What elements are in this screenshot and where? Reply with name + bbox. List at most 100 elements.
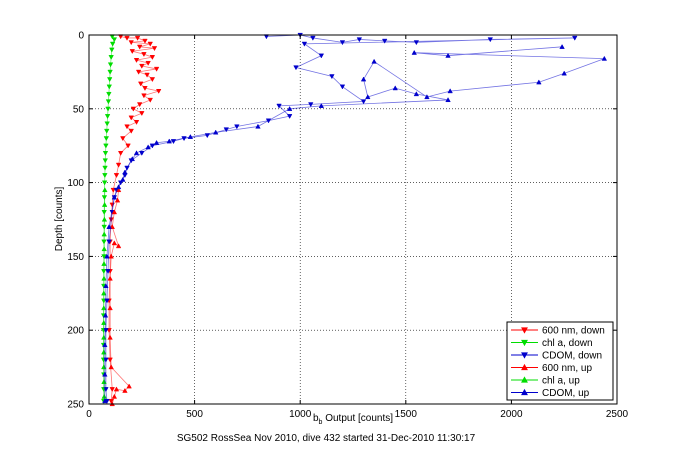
legend-marker — [521, 352, 528, 359]
figure-caption: SG502 RossSea Nov 2010, dive 432 started… — [177, 433, 476, 444]
data-point — [102, 173, 108, 179]
data-point — [130, 106, 137, 112]
series-3 — [107, 187, 132, 407]
series-line — [109, 189, 130, 405]
data-point — [101, 201, 108, 207]
data-point — [115, 162, 122, 168]
data-point — [138, 81, 144, 87]
data-point — [111, 209, 118, 215]
data-point — [139, 63, 145, 69]
series-0 — [106, 34, 162, 404]
x-tick-label: 500 — [186, 409, 203, 420]
legend-marker — [521, 327, 528, 334]
data-point — [115, 243, 122, 249]
data-point — [255, 123, 261, 129]
data-point — [424, 94, 430, 100]
data-point — [107, 334, 113, 340]
data-point — [103, 143, 109, 149]
data-point — [135, 69, 142, 75]
data-point — [108, 55, 114, 60]
x-tick-label: 2000 — [500, 409, 523, 420]
data-point — [104, 128, 110, 134]
data-point — [212, 129, 219, 135]
series-5 — [102, 43, 608, 404]
data-point — [155, 88, 162, 94]
data-point — [286, 114, 293, 119]
legend-marker — [521, 388, 528, 396]
axes-frame — [88, 34, 618, 405]
data-point — [147, 41, 153, 47]
data-point — [122, 169, 128, 175]
x-axis-label: bb Output [counts] — [313, 413, 393, 426]
data-point — [101, 290, 107, 296]
y-tick-label: 200 — [67, 326, 84, 337]
data-point — [106, 91, 112, 97]
data-point — [133, 150, 140, 156]
y-tick-label: 100 — [67, 178, 84, 189]
data-point — [147, 97, 153, 103]
data-point — [101, 305, 107, 311]
data-point — [187, 134, 194, 139]
data-point — [111, 240, 118, 246]
data-point — [413, 40, 420, 46]
data-point — [141, 93, 147, 99]
data-point — [447, 88, 453, 94]
data-point — [151, 46, 158, 52]
data-point — [104, 253, 110, 259]
data-point — [117, 150, 124, 156]
data-point — [318, 53, 325, 59]
data-point — [101, 275, 107, 281]
legend-entry: 600 nm, up — [542, 363, 592, 374]
data-point — [126, 383, 132, 389]
data-point — [371, 58, 377, 64]
data-point — [381, 38, 388, 44]
data-point — [356, 37, 363, 43]
data-point — [128, 128, 134, 134]
data-point — [107, 62, 114, 68]
data-point — [144, 72, 150, 78]
series-line — [105, 34, 575, 402]
x-tick-label: 0 — [86, 409, 92, 420]
data-point — [107, 275, 113, 281]
data-point — [142, 38, 148, 44]
data-point — [339, 40, 346, 46]
data-point — [111, 194, 118, 200]
legend-entry: 600 nm, down — [542, 326, 605, 337]
data-point — [360, 76, 367, 82]
data-point — [142, 86, 148, 91]
data-point — [572, 35, 578, 41]
data-point — [413, 91, 420, 97]
data-point — [445, 97, 451, 103]
data-point — [141, 52, 147, 58]
data-point — [133, 58, 140, 63]
data-point — [107, 69, 113, 75]
data-point — [108, 398, 114, 404]
data-point — [102, 398, 108, 404]
data-point — [103, 283, 109, 289]
data-point — [102, 342, 108, 348]
data-point — [113, 173, 120, 179]
data-point — [153, 139, 160, 145]
data-point — [360, 99, 367, 105]
data-point — [105, 106, 111, 112]
data-point — [128, 40, 134, 46]
data-point — [318, 103, 325, 108]
data-point — [166, 138, 172, 144]
data-point — [561, 70, 567, 76]
data-point — [134, 35, 141, 41]
data-point — [601, 55, 608, 61]
data-point — [110, 187, 117, 193]
y-tick-label: 250 — [67, 400, 84, 411]
data-point — [107, 305, 113, 311]
data-point — [120, 176, 126, 182]
x-tick-label: 1000 — [289, 409, 312, 420]
legend-entry: CDOM, down — [542, 351, 602, 362]
data-point — [149, 77, 156, 83]
data-point — [365, 94, 371, 100]
data-point — [109, 47, 115, 53]
y-tick-label: 50 — [73, 104, 85, 115]
data-point — [102, 187, 108, 193]
data-point — [310, 35, 316, 41]
legend-marker — [521, 339, 528, 347]
